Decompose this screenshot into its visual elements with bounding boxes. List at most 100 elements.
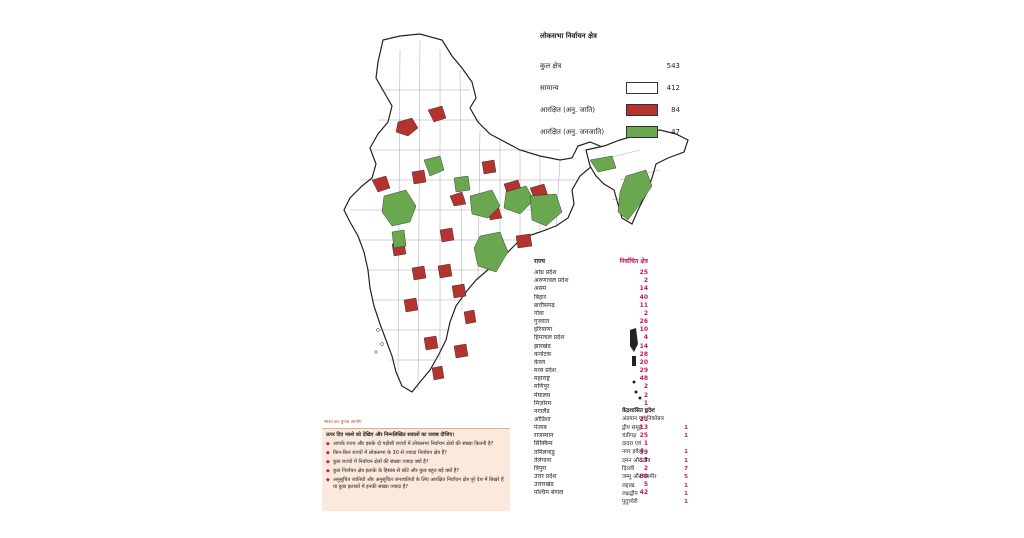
state-row: असम 14 <box>534 285 648 293</box>
state-name: पश्चिम बंगाल <box>534 489 564 497</box>
ut-name: जम्मू और कश्मीर <box>622 474 657 481</box>
states-header-state: राज्य <box>534 258 545 265</box>
ut-seats: 1 <box>684 499 688 506</box>
state-row: त्रिपुरा 2 <box>534 465 648 473</box>
state-seats: 25 <box>639 432 648 440</box>
ut-row: अंडमान एवं निकोबार <box>622 415 688 423</box>
state-row: तेलंगाना 17 <box>534 457 648 465</box>
ut-table: केंद्रशासित प्रदेश अंडमान एवं निकोबार द्व… <box>622 407 688 507</box>
state-seats: 2 <box>643 309 648 317</box>
state-name: तमिलनाडु <box>534 448 555 456</box>
states-header-seats: निर्वाचित क्षेत्र <box>619 258 648 265</box>
ut-row: दिल्ली 7 <box>622 465 688 473</box>
state-seats: 2 <box>643 464 648 472</box>
ut-row: दमन और दीव 1 <box>622 457 688 465</box>
ut-name: पुदुच्चेरी <box>622 499 638 506</box>
state-seats: 2 <box>643 391 648 399</box>
state-name: महाराष्ट्र <box>534 375 550 383</box>
question-item: ◆ आपके राज्य और इसके दो पड़ोसी राज्यों मे… <box>322 440 510 449</box>
question-item: ◆ कुछ निर्वाचन क्षेत्र इलाके के हिसाब से … <box>322 467 510 476</box>
state-seats: 28 <box>639 350 648 358</box>
question-item: ◆ अनुसूचित जातियों और अनुसूचित जनजातियों … <box>322 476 510 492</box>
ut-name: चंडीगढ़ <box>622 432 637 439</box>
legend-row-st: आरक्षित (अनु. जनजाति) 47 <box>540 121 680 143</box>
sc-reserved-constituencies <box>371 105 549 381</box>
state-row: झारखंड 14 <box>534 343 648 351</box>
ut-row: चंडीगढ़ 1 <box>622 432 688 440</box>
ut-seats: 1 <box>684 490 688 497</box>
legend-value-general: 412 <box>666 84 680 92</box>
state-seats: 14 <box>639 285 648 293</box>
bullet-icon: ◆ <box>326 477 330 483</box>
ut-seats: 1 <box>684 432 688 439</box>
ut-name: द्वीप समूह <box>622 424 642 431</box>
bullet-icon: ◆ <box>326 459 330 465</box>
state-row: राजस्थान 25 <box>534 432 648 440</box>
state-seats: 40 <box>639 293 648 301</box>
ut-seats: 1 <box>684 449 688 456</box>
state-name: मणिपुर <box>534 383 550 391</box>
question-box: भारत का चुनाव आयोग ऊपर दिए नक्शे को देखि… <box>322 420 510 511</box>
state-name: हिमाचल प्रदेश <box>534 334 565 342</box>
ut-seats <box>678 415 688 423</box>
ut-name: लद्दाख <box>622 482 635 489</box>
state-row: उत्तराखंड 5 <box>534 481 648 489</box>
question-item: ◆ किन-किन राज्यों में लोकसभा के 30 से ज्य… <box>322 449 510 458</box>
state-seats: 80 <box>639 473 648 481</box>
state-seats: 1 <box>643 407 648 415</box>
question-text: कुछ राज्यों में निर्वाचन क्षेत्रों की सं… <box>333 459 429 465</box>
ut-seats <box>678 440 688 448</box>
ut-name: अंडमान एवं निकोबार <box>622 416 665 423</box>
state-row: गुजरात 26 <box>534 318 648 326</box>
state-name: त्रिपुरा <box>534 464 547 472</box>
state-name: सिक्किम <box>534 440 553 448</box>
legend-label-st: आरक्षित (अनु. जनजाति) <box>540 127 605 136</box>
state-row: केरल 20 <box>534 359 648 367</box>
question-text: अनुसूचित जातियों और अनुसूचित जनजातियों क… <box>333 477 504 490</box>
legend-label-sc: आरक्षित (अनु. जाति) <box>540 105 596 114</box>
ut-row: दादरा एवं <box>622 440 688 448</box>
ut-row: लद्दाख 1 <box>622 482 688 490</box>
state-name: मध्य प्रदेश <box>534 367 556 375</box>
question-text: आपके राज्य और इसके दो पड़ोसी राज्यों में… <box>333 441 494 447</box>
ut-name: दिल्ली <box>622 466 635 473</box>
state-row: पंजाब 13 <box>534 424 648 432</box>
state-row: मेघालय 2 <box>534 392 648 400</box>
state-name: ओडिशा <box>534 415 551 423</box>
ut-row: द्वीप समूह 1 <box>622 424 688 432</box>
question-item: ◆ कुछ राज्यों में निर्वाचन क्षेत्रों की स… <box>322 458 510 467</box>
state-seats: 14 <box>639 342 648 350</box>
ut-seats: 1 <box>684 457 688 464</box>
ut-row: लक्षद्वीप 1 <box>622 490 688 498</box>
state-name: असम <box>534 285 547 293</box>
state-seats: 48 <box>639 375 648 383</box>
legend-row-general: सामान्य 412 <box>540 77 680 99</box>
state-name: हरियाणा <box>534 326 553 334</box>
map-legend: लोकसभा निर्वाचन क्षेत्र कुल क्षेत्र 543 … <box>540 32 680 143</box>
state-name: अरुणाचल प्रदेश <box>534 277 569 285</box>
state-row: छत्तीसगढ़ 11 <box>534 302 648 310</box>
state-row: मध्य प्रदेश 29 <box>534 367 648 375</box>
state-row: मणिपुर 2 <box>534 383 648 391</box>
state-seats: 11 <box>639 301 648 309</box>
state-name: राजस्थान <box>534 432 554 440</box>
question-list: ◆ आपके राज्य और इसके दो पड़ोसी राज्यों मे… <box>322 440 510 492</box>
legend-swatch-st <box>626 126 658 138</box>
states-table: राज्य निर्वाचित क्षेत्र आंध्र प्रदेश 25 अर… <box>534 258 648 498</box>
legend-value-st: 47 <box>671 128 680 136</box>
state-name: गोवा <box>534 309 544 317</box>
bullet-icon: ◆ <box>326 441 330 447</box>
ut-name: दादरा एवं <box>622 441 642 448</box>
legend-value-sc: 84 <box>671 106 680 114</box>
ut-seats: 1 <box>684 424 688 431</box>
state-seats: 2 <box>643 277 648 285</box>
ut-row: जम्मू और कश्मीर 5 <box>622 473 688 481</box>
state-name: बिहार <box>534 293 547 301</box>
question-box-intro: ऊपर दिए नक्शे को देखिए और निम्नलिखित सवा… <box>326 432 455 438</box>
legend-total-value: 543 <box>666 62 680 70</box>
state-row: नगालैंड 1 <box>534 408 648 416</box>
ut-name: दमन और दीव <box>622 457 651 464</box>
state-name: केरल <box>534 358 546 366</box>
andaman-nicobar-islands <box>630 328 642 400</box>
